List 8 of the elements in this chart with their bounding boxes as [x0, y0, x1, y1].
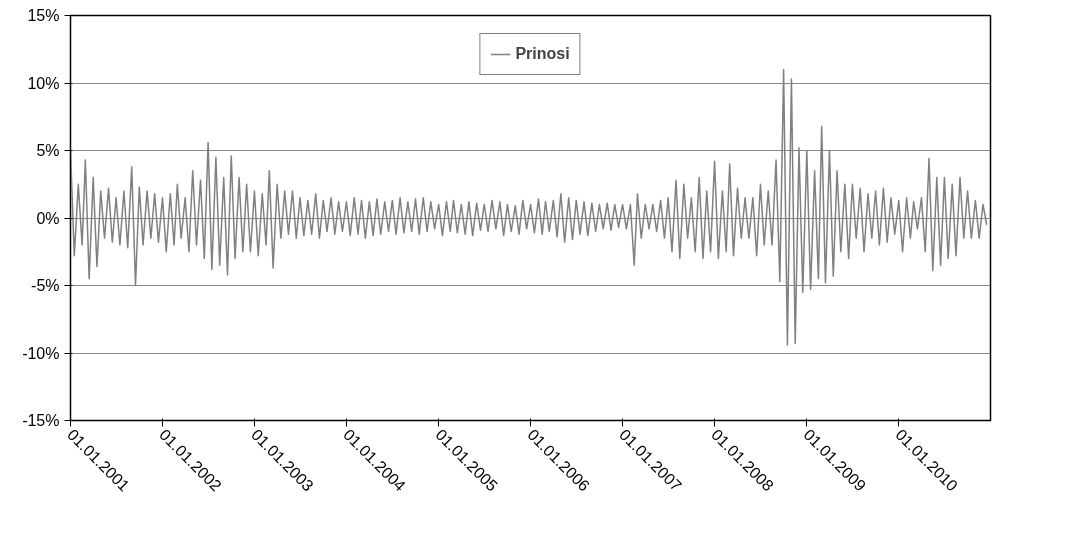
y-tick-label: -15%: [22, 412, 60, 429]
y-tick-label: 5%: [36, 142, 60, 159]
legend-label: Prinosi: [515, 45, 570, 63]
y-tick-label: -10%: [22, 344, 60, 362]
y-tick-label: 0%: [36, 209, 60, 227]
y-tick-label: 10%: [27, 74, 60, 92]
y-tick-label: -5%: [31, 277, 60, 294]
y-tick-label: 15%: [27, 7, 60, 24]
